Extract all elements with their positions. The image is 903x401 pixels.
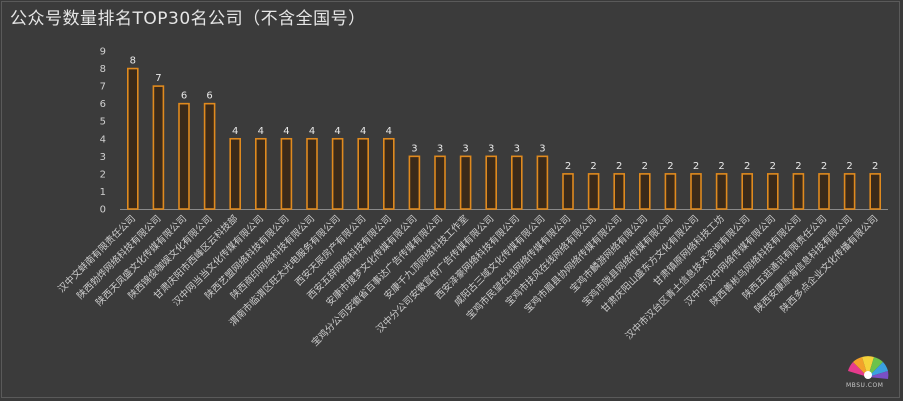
bar [510,155,523,210]
bar-value-label: 3 [514,143,520,154]
bar [613,173,626,210]
y-tick-label: 3 [100,152,106,163]
bar-value-label: 2 [590,161,596,172]
bar [869,173,882,210]
y-tick-label: 8 [100,64,106,75]
bar-value-label: 2 [872,161,878,172]
bar [408,155,421,210]
bar [818,173,830,210]
bar-value-label: 4 [232,126,238,137]
y-tick-label: 6 [100,99,106,110]
bar [690,173,702,210]
bar-value-label: 2 [846,161,852,172]
bar-value-label: 4 [258,126,264,137]
bar-value-label: 3 [462,143,468,154]
bar-value-label: 2 [693,161,699,172]
bar-value-label: 2 [667,161,673,172]
bar [382,137,395,210]
bar-value-label: 2 [821,161,827,172]
bar [562,173,574,210]
bar-value-label: 2 [744,161,750,172]
watermark-text: MBSU.COM [846,382,884,389]
bar [587,173,600,210]
bar [127,67,139,210]
chart-title: 公众号数量排名TOP30名公司（不含全国号） [10,9,366,29]
y-axis: 0 1 2 3 4 5 6 7 8 9 [100,47,888,216]
y-tick-label: 7 [100,82,106,93]
y-tick-label: 0 [100,205,106,216]
bar-value-label: 2 [565,161,571,172]
bar [280,137,293,210]
bar-value-label: 6 [206,91,212,102]
bar-value-label: 7 [155,73,161,84]
bar [434,155,446,210]
value-labels: 8 7 6 6 4 4 4 4 4 4 4 3 3 3 3 3 3 2 2 2 2 2 2 2 2 2 2 2 2 2 [130,56,879,172]
bar-value-label: 6 [181,91,187,102]
bar [715,173,728,210]
peacock-logo-icon [848,356,889,379]
bar-value-label: 3 [411,143,417,154]
category-labels: 汉中文蚌南有限责任公司陕西勃烨网络科技有限公司陕西天凤盛文化传媒有限公司陕西锦俊… [56,212,881,348]
bar [229,137,241,210]
y-tick-label: 5 [100,117,106,128]
bar [741,173,754,210]
bar [536,155,549,210]
bar-value-label: 2 [795,161,801,172]
bar-value-label: 4 [386,126,392,137]
bar [766,173,779,210]
bar [485,155,498,210]
bar [255,137,267,210]
y-tick-label: 1 [100,187,106,198]
bar [203,102,216,210]
bar [843,173,856,210]
y-tick-label: 4 [100,134,106,145]
bar-value-label: 4 [283,126,289,137]
bar [459,155,472,210]
bar [178,102,190,210]
bar-value-label: 2 [642,161,648,172]
bar-value-label: 2 [718,161,724,172]
bar [792,173,805,210]
bar-value-label: 3 [539,143,545,154]
bar-value-label: 4 [334,126,340,137]
y-tick-label: 9 [100,47,106,58]
bar-value-label: 4 [309,126,315,137]
bars [127,67,882,210]
bar-value-label: 4 [360,126,366,137]
bar-value-label: 8 [130,56,136,67]
bar-value-label: 2 [770,161,776,172]
bar [664,173,677,210]
bar [638,173,651,210]
bar [357,137,370,210]
y-tick-label: 2 [100,169,106,180]
bar [306,137,318,210]
bar [152,85,165,210]
bar-value-label: 3 [437,143,443,154]
bar [331,137,344,210]
bar-value-label: 3 [488,143,494,154]
bar-value-label: 2 [616,161,622,172]
